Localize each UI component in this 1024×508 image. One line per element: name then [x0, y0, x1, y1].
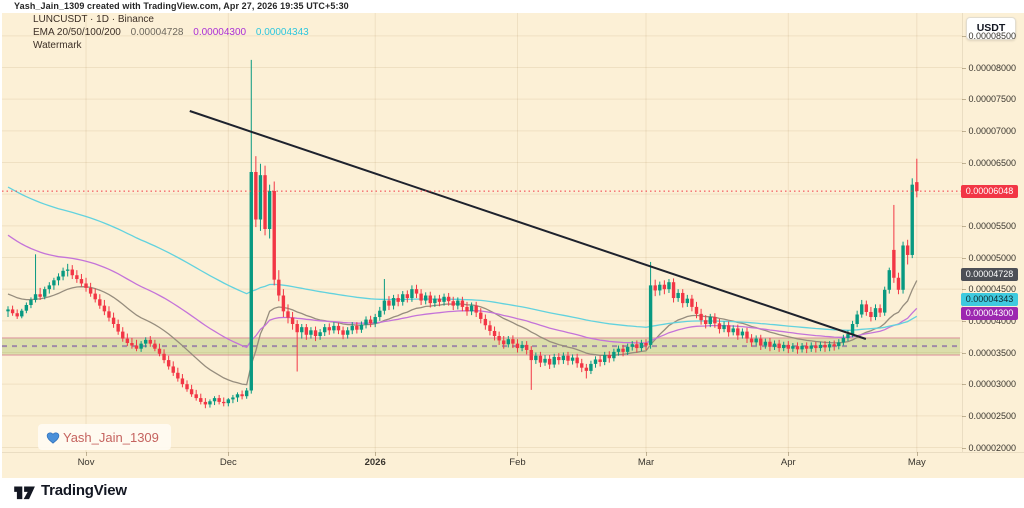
x-axis-label: Feb [509, 457, 526, 468]
ema100-value: 0.00004343 [255, 27, 309, 38]
ema20-value: 0.00004728 [130, 27, 184, 38]
tradingview-logo[interactable]: TradingView [14, 482, 127, 500]
x-axis-label: May [907, 457, 926, 468]
price-axis-separator [962, 13, 963, 452]
y-axis-tick [962, 289, 966, 291]
y-axis-label: 0.00008500 [968, 30, 1016, 41]
y-axis-tick [962, 130, 966, 132]
y-axis-tick [962, 320, 966, 322]
y-axis-tick [962, 67, 966, 69]
time-axis-separator [2, 452, 1024, 453]
y-axis-label: 0.00002000 [968, 442, 1016, 453]
ema50-badge: 0.00004300 [961, 306, 1018, 320]
ema20-line[interactable] [7, 280, 918, 386]
indicator-legend: LUNCUSDT · 1D · Binance EMA 20/50/100/20… [33, 14, 309, 53]
candles-layer[interactable] [6, 59, 919, 409]
x-axis-label: Dec [219, 457, 237, 468]
y-axis-tick [962, 162, 966, 164]
chart-panel[interactable] [2, 13, 1024, 478]
ema-legend-label: EMA 20/50/100/200 [33, 27, 121, 38]
x-axis-label: 2026 [364, 457, 386, 468]
y-axis-tick [962, 99, 966, 101]
x-axis-tick [646, 452, 647, 456]
user-watermark: Yash_Jain_1309 [38, 424, 171, 450]
y-axis-label: 0.00007000 [968, 125, 1016, 136]
y-axis-tick [962, 352, 966, 354]
last-price-badge: 0.00006048 [961, 184, 1018, 198]
support-zone[interactable] [2, 337, 960, 356]
symbol-title[interactable]: LUNCUSDT · 1D · Binance [33, 14, 154, 25]
descending-trendline[interactable] [189, 110, 867, 340]
x-axis-label: Apr [780, 457, 796, 468]
y-axis-label: 0.00004500 [968, 284, 1016, 295]
y-axis-tick [962, 447, 966, 449]
ema-legend-row[interactable]: EMA 20/50/100/200 0.00004728 0.00004300 … [33, 27, 309, 39]
gridlines [2, 13, 962, 452]
y-axis-label: 0.00004000 [968, 315, 1016, 326]
watermark-indicator-row[interactable]: Watermark [33, 40, 82, 51]
snapshot-attribution: Yash_Jain_1309 created with TradingView.… [14, 1, 349, 11]
x-axis-tick [788, 452, 790, 456]
y-axis-label: 0.00006500 [968, 157, 1016, 168]
user-watermark-text: Yash_Jain_1309 [63, 429, 159, 445]
x-axis-label: Nov [77, 457, 95, 468]
x-axis-tick [916, 452, 918, 456]
y-axis-label: 0.00007500 [968, 94, 1016, 105]
y-axis-label: 0.00005500 [968, 220, 1016, 231]
blue-heart-icon [46, 431, 60, 444]
y-axis-tick [962, 384, 966, 386]
x-axis-tick [375, 452, 377, 456]
y-axis-label: 0.00002500 [968, 410, 1016, 421]
x-axis-tick [228, 452, 230, 456]
x-axis-tick [86, 452, 88, 456]
y-axis-label: 0.00003000 [968, 379, 1016, 390]
ema100-badge: 0.00004343 [961, 292, 1018, 306]
y-axis-tick [962, 225, 966, 227]
tradingview-logo-text: TradingView [41, 482, 127, 499]
x-axis-label: Mar [637, 457, 655, 468]
ema50-line[interactable] [7, 234, 918, 349]
y-axis-label: 0.00005000 [968, 252, 1016, 263]
ema50-value: 0.00004300 [193, 27, 247, 38]
y-axis-tick [962, 35, 966, 37]
y-axis-tick [962, 415, 966, 417]
ema20-badge: 0.00004728 [961, 268, 1018, 282]
y-axis-tick [962, 257, 966, 259]
y-axis-label: 0.00003500 [968, 347, 1016, 358]
currency-unit-button[interactable]: USDT [966, 17, 1016, 40]
y-axis-label: 0.00008000 [968, 62, 1016, 73]
x-axis-tick [517, 452, 519, 456]
tradingview-logo-icon [14, 486, 35, 500]
